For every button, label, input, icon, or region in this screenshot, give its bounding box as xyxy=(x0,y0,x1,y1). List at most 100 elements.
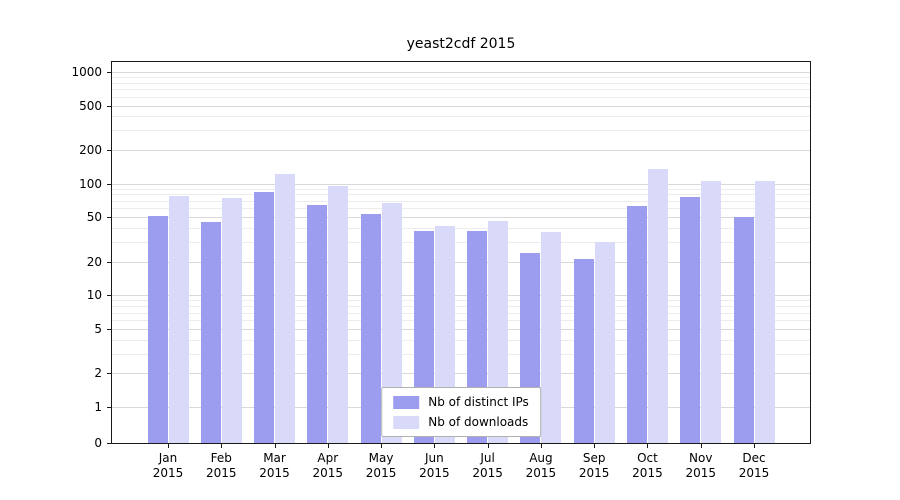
major-gridline xyxy=(112,373,810,375)
y-tick-label: 0 xyxy=(94,436,102,450)
bar-downloads xyxy=(647,169,668,443)
minor-gridline xyxy=(112,130,810,132)
x-tick-month: Apr xyxy=(317,451,339,465)
x-tick-month: May xyxy=(368,451,394,465)
x-tick-year: 2015 xyxy=(312,466,344,480)
major-gridline xyxy=(112,328,810,330)
bar-downloads xyxy=(168,195,189,443)
y-tick-mark xyxy=(107,217,111,219)
legend-label-downloads: Nb of downloads xyxy=(428,415,529,429)
major-gridline xyxy=(112,295,810,297)
minor-gridline xyxy=(112,89,810,91)
x-tick-year: 2015 xyxy=(419,466,450,480)
x-tick-label: Nov 2015 xyxy=(671,451,731,481)
y-tick-label: 5 xyxy=(94,321,102,336)
bar-distinct-ips xyxy=(307,204,328,443)
major-gridline xyxy=(112,261,810,263)
x-tick-mark xyxy=(594,444,596,448)
y-tick-mark xyxy=(107,183,111,185)
x-tick-year: 2015 xyxy=(152,466,184,480)
bar-downloads xyxy=(381,203,402,443)
x-tick-mark xyxy=(381,444,383,448)
x-tick-year: 2015 xyxy=(685,466,716,480)
y-tick-label: 500 xyxy=(79,98,102,113)
plot-area: Nb of distinct IPs Nb of downloads xyxy=(111,61,811,444)
x-tick-month: Feb xyxy=(210,451,232,465)
x-tick-mark xyxy=(221,444,223,448)
y-tick-mark xyxy=(107,295,111,297)
x-tick-mark xyxy=(274,444,276,448)
y-tick-mark xyxy=(107,328,111,330)
minor-gridline xyxy=(112,312,810,314)
x-tick-label: Aug 2015 xyxy=(511,451,571,481)
x-tick-year: 2015 xyxy=(578,466,610,480)
minor-gridline xyxy=(112,200,810,202)
x-tick-label: Jan 2015 xyxy=(138,451,198,481)
y-tick-label: 1 xyxy=(94,400,102,414)
legend-swatch-distinct-ips xyxy=(393,395,420,409)
legend-swatch-downloads xyxy=(393,415,420,429)
bar-distinct-ips xyxy=(573,259,594,443)
x-tick-label: Mar 2015 xyxy=(245,451,305,481)
x-tick-mark xyxy=(647,444,649,448)
y-tick-label: 1000 xyxy=(71,65,102,79)
x-tick-month: Aug xyxy=(529,451,553,465)
minor-gridline xyxy=(112,320,810,322)
x-tick-month: Jun xyxy=(424,451,444,465)
chart-title: yeast2cdf 2015 xyxy=(406,36,516,52)
minor-gridline xyxy=(112,188,810,190)
bar-downloads xyxy=(541,231,562,443)
y-tick-mark xyxy=(107,105,111,107)
y-tick-mark xyxy=(107,373,111,375)
legend-item-distinct-ips: Nb of distinct IPs xyxy=(393,395,529,409)
bar-downloads xyxy=(701,180,722,443)
x-tick-month: Nov xyxy=(689,451,713,465)
x-tick-label: May 2015 xyxy=(351,451,411,481)
x-tick-label: Oct 2015 xyxy=(617,451,677,481)
bar-downloads xyxy=(275,174,296,443)
minor-gridline xyxy=(112,228,810,230)
legend: Nb of distinct IPs Nb of downloads xyxy=(381,387,541,437)
x-tick-label: Apr 2015 xyxy=(298,451,358,481)
minor-gridline xyxy=(112,194,810,196)
minor-gridline xyxy=(112,116,810,118)
y-tick-label: 10 xyxy=(86,288,102,303)
x-tick-month: Sep xyxy=(582,451,606,465)
major-gridline xyxy=(112,105,810,107)
y-tick-mark xyxy=(107,150,111,152)
x-tick-year: 2015 xyxy=(472,466,503,480)
x-tick-year: 2015 xyxy=(365,466,397,480)
x-tick-mark xyxy=(700,444,702,448)
y-tick-mark xyxy=(107,72,111,73)
x-tick-mark xyxy=(327,444,329,448)
x-tick-label: Sep 2015 xyxy=(564,451,624,481)
y-tick-mark xyxy=(107,261,111,263)
x-tick-month: Dec xyxy=(742,451,766,465)
x-tick-mark xyxy=(540,444,542,448)
minor-gridline xyxy=(112,82,810,84)
bar-distinct-ips xyxy=(200,222,221,443)
major-gridline xyxy=(112,183,810,185)
x-tick-label: Jul 2015 xyxy=(458,451,518,481)
x-tick-year: 2015 xyxy=(632,466,663,480)
bar-downloads xyxy=(221,197,242,443)
major-gridline xyxy=(112,217,810,219)
bar-distinct-ips xyxy=(254,191,275,443)
y-tick-label: 200 xyxy=(79,143,102,158)
y-tick-mark xyxy=(107,407,111,408)
major-gridline xyxy=(112,150,810,152)
minor-gridline xyxy=(112,77,810,79)
x-tick-month: Mar xyxy=(263,451,286,465)
y-tick-label: 2 xyxy=(94,366,102,381)
bar-distinct-ips xyxy=(360,213,381,443)
x-tick-mark xyxy=(754,444,755,448)
bar-distinct-ips xyxy=(680,196,701,443)
major-gridline xyxy=(112,72,810,73)
minor-gridline xyxy=(112,96,810,98)
bar-distinct-ips xyxy=(147,216,168,443)
y-tick-mark xyxy=(107,443,111,444)
x-tick-month: Jan xyxy=(158,451,178,465)
x-tick-mark xyxy=(487,444,489,448)
minor-gridline xyxy=(112,306,810,308)
